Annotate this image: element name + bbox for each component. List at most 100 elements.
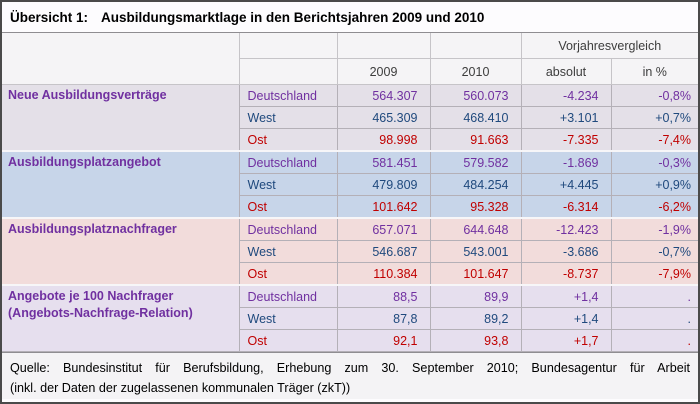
value-2010: 543.001: [429, 240, 522, 263]
table-row: Ausbildungsplatznachfrager Deutschland 6…: [2, 217, 698, 286]
value-2010: 89,9: [429, 284, 522, 308]
value-absolut: +4.445: [520, 173, 612, 196]
value-2009: 564.307: [336, 84, 431, 107]
value-absolut: +3.101: [520, 106, 612, 129]
header-col-in-percent: in %: [610, 58, 698, 85]
value-percent: -6,2%: [610, 195, 698, 219]
value-2010: 560.073: [429, 84, 522, 107]
header-empty-cell: [239, 58, 338, 85]
value-2010: 579.582: [429, 150, 522, 174]
value-2009: 87,8: [336, 307, 431, 330]
value-2009: 110.384: [336, 262, 431, 286]
value-2010: 93,8: [429, 329, 522, 352]
table-row: West 546.687 543.001 -3.686 -0,7%: [2, 240, 698, 263]
header-row-2: 2009 2010 absolut in %: [2, 58, 698, 85]
value-percent: -0,3%: [610, 150, 698, 174]
value-absolut: -1.869: [520, 150, 612, 174]
region-cell: Deutschland: [238, 217, 338, 241]
group-neue-ausbildungsvertraege: Neue Ausbildungsverträge Deutschland 564…: [2, 84, 698, 152]
value-percent: -1,9%: [610, 217, 698, 241]
header-empty-cell: [429, 33, 522, 59]
table-row: Ost 92,1 93,8 +1,7 .: [2, 329, 698, 352]
group-label-text: Ausbildungsplatzangebot: [8, 155, 161, 169]
value-percent: -0,8%: [610, 84, 698, 107]
header-row-1: Vorjahresvergleich: [2, 33, 698, 85]
value-2009: 479.809: [336, 173, 431, 196]
region-cell: West: [239, 106, 338, 129]
value-2010: 644.648: [429, 217, 522, 241]
group-label-text: Ausbildungsplatznachfrager: [8, 222, 177, 236]
header-col-2010: 2010: [429, 58, 522, 85]
value-absolut: -7.335: [520, 128, 612, 152]
value-percent: .: [610, 284, 698, 308]
region-cell: Deutschland: [238, 84, 338, 107]
table-row: West 479.809 484.254 +4.445 +0,9%: [2, 173, 698, 196]
region-cell: Ost: [239, 262, 338, 286]
table-row: Ost 101.642 95.328 -6.314 -6,2%: [2, 195, 698, 219]
table-header: Vorjahresvergleich 2009 2010 absolut in …: [2, 33, 698, 85]
group-label: Neue Ausbildungsverträge: [2, 84, 240, 152]
group-ausbildungsplatznachfrager: Ausbildungsplatznachfrager Deutschland 6…: [2, 217, 698, 286]
value-2009: 98.998: [336, 128, 431, 152]
value-absolut: -12.423: [520, 217, 612, 241]
source-note-line1: Quelle: Bundesinstitut für Berufsbildung…: [10, 361, 690, 375]
table-row: West 87,8 89,2 +1,4 .: [2, 307, 698, 330]
header-empty-cell: [238, 33, 338, 59]
value-2010: 91.663: [429, 128, 522, 152]
value-percent: +0,9%: [610, 173, 698, 196]
value-percent: .: [610, 329, 698, 352]
table-row: Neue Ausbildungsverträge Deutschland 564…: [2, 84, 698, 152]
overview-table: Vorjahresvergleich 2009 2010 absolut in …: [2, 33, 698, 352]
region-cell: Ost: [239, 128, 338, 152]
group-label-text: Neue Ausbildungsverträge: [8, 88, 167, 102]
value-2010: 484.254: [429, 173, 522, 196]
value-2009: 657.071: [336, 217, 431, 241]
value-2009: 101.642: [336, 195, 431, 219]
source-note: Quelle: Bundesinstitut für Berufsbildung…: [2, 352, 698, 399]
group-label-text: Angebote je 100 Nachfrager: [8, 289, 174, 303]
value-2010: 95.328: [429, 195, 522, 219]
region-cell: West: [239, 173, 338, 196]
table-title-text: Ausbildungsmarktlage in den Berichtsjahr…: [101, 9, 485, 25]
table-title-prefix: Übersicht 1:: [10, 9, 89, 25]
header-col-2009: 2009: [336, 58, 431, 85]
value-absolut: +1,4: [520, 307, 612, 330]
header-col-absolut: absolut: [520, 58, 612, 85]
value-2010: 468.410: [429, 106, 522, 129]
value-percent: -7,9%: [610, 262, 698, 286]
region-cell: Deutschland: [238, 150, 338, 174]
group-label-subtext: (Angebots-Nachfrage-Relation): [8, 305, 193, 320]
value-percent: .: [610, 307, 698, 330]
value-2009: 88,5: [336, 284, 431, 308]
value-2009: 92,1: [336, 329, 431, 352]
region-cell: Ost: [239, 195, 338, 219]
value-absolut: +1,4: [520, 284, 612, 308]
group-angebote-je-100-nachfrager: Angebote je 100 Nachfrager (Angebots-Nac…: [2, 284, 698, 352]
value-absolut: -6.314: [520, 195, 612, 219]
header-empty-label-cell: [2, 33, 240, 85]
value-absolut: -8.737: [520, 262, 612, 286]
value-2010: 89,2: [429, 307, 522, 330]
header-vorjahresvergleich: Vorjahresvergleich: [520, 33, 698, 59]
value-2010: 101.647: [429, 262, 522, 286]
group-ausbildungsplatzangebot: Ausbildungsplatzangebot Deutschland 581.…: [2, 150, 698, 219]
value-absolut: -4.234: [520, 84, 612, 107]
table-row: Angebote je 100 Nachfrager (Angebots-Nac…: [2, 284, 698, 352]
table-row: Ausbildungsplatzangebot Deutschland 581.…: [2, 150, 698, 219]
value-absolut: -3.686: [520, 240, 612, 263]
group-label: Ausbildungsplatzangebot: [2, 150, 240, 219]
region-cell: Ost: [239, 329, 338, 352]
value-percent: -0,7%: [610, 240, 698, 263]
value-percent: +0,7%: [610, 106, 698, 129]
region-cell: Deutschland: [238, 284, 338, 308]
table-row: West 465.309 468.410 +3.101 +0,7%: [2, 106, 698, 129]
value-2009: 465.309: [336, 106, 431, 129]
table-title: Übersicht 1: Ausbildungsmarktlage in den…: [2, 2, 698, 33]
header-empty-cell: [336, 33, 431, 59]
table-row: Ost 110.384 101.647 -8.737 -7,9%: [2, 262, 698, 286]
value-2009: 546.687: [336, 240, 431, 263]
region-cell: West: [239, 307, 338, 330]
group-label: Ausbildungsplatznachfrager: [2, 217, 240, 286]
region-cell: West: [239, 240, 338, 263]
